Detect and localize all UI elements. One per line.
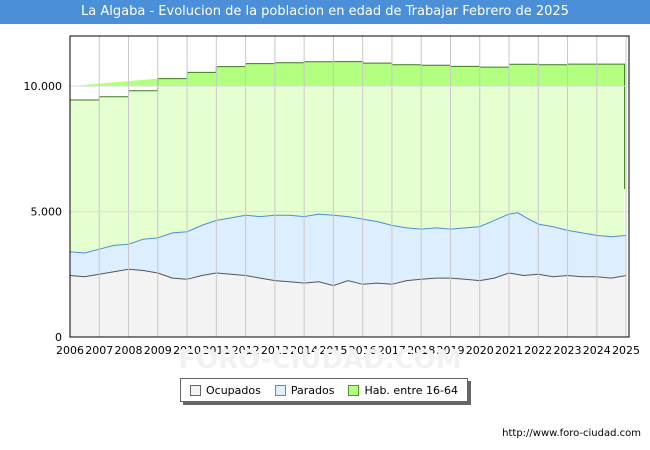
- legend-label-parados: Parados: [290, 383, 335, 397]
- x-tick-label: 2009: [144, 344, 172, 357]
- plot-frame: [69, 35, 630, 338]
- x-tick-label: 2007: [85, 344, 113, 357]
- watermark: FORO-CIUDAD.COM: [178, 345, 461, 375]
- legend-item-parados: Parados: [274, 383, 335, 397]
- line-ocupados: [69, 268, 627, 287]
- x-tick-label: 2013: [261, 344, 289, 357]
- area-habitantes-top-band: [70, 61, 625, 87]
- x-tick-label: 2025: [612, 344, 640, 357]
- x-tick-label: 2010: [173, 344, 201, 357]
- y-tick-label: 0: [55, 331, 62, 344]
- area-ocupados: [70, 269, 627, 337]
- x-tick-label: 2015: [319, 344, 347, 357]
- x-tick-label: 2019: [436, 344, 464, 357]
- x-tick-label: 2012: [232, 344, 260, 357]
- line-habitantes: [70, 61, 626, 189]
- x-tick-label: 2011: [202, 344, 230, 357]
- chart-legend: Ocupados Parados Hab. entre 16-64: [180, 378, 468, 402]
- x-tick-label: 2008: [115, 344, 143, 357]
- x-tick-label: 2022: [524, 344, 552, 357]
- x-tick-label: 2021: [495, 344, 523, 357]
- x-tick-label: 2006: [56, 344, 84, 357]
- legend-item-ocupados: Ocupados: [189, 383, 261, 397]
- legend-swatch-habitantes: [348, 384, 360, 396]
- x-tick-label: 2024: [583, 344, 611, 357]
- x-tick-label: 2020: [466, 344, 494, 357]
- legend-item-habitantes: Hab. entre 16-64: [348, 384, 458, 397]
- x-tick-label: 2018: [407, 344, 435, 357]
- chart-title: La Algaba - Evolucion de la poblacion en…: [0, 0, 650, 24]
- x-tick-label: 2016: [349, 344, 377, 357]
- y-tick-label: 10.000: [24, 80, 63, 93]
- x-tick-label: 2017: [378, 344, 406, 357]
- source-url: http://www.foro-ciudad.com: [502, 428, 641, 439]
- legend-swatch-ocupados: [189, 384, 201, 396]
- legend-swatch-parados: [274, 384, 286, 396]
- x-tick-label: 2014: [290, 344, 318, 357]
- x-tick-label: 2023: [554, 344, 582, 357]
- y-tick-label: 5.000: [31, 206, 63, 219]
- legend-label-habitantes: Hab. entre 16-64: [364, 383, 458, 397]
- legend-label-ocupados: Ocupados: [205, 383, 261, 397]
- line-parados: [69, 212, 627, 254]
